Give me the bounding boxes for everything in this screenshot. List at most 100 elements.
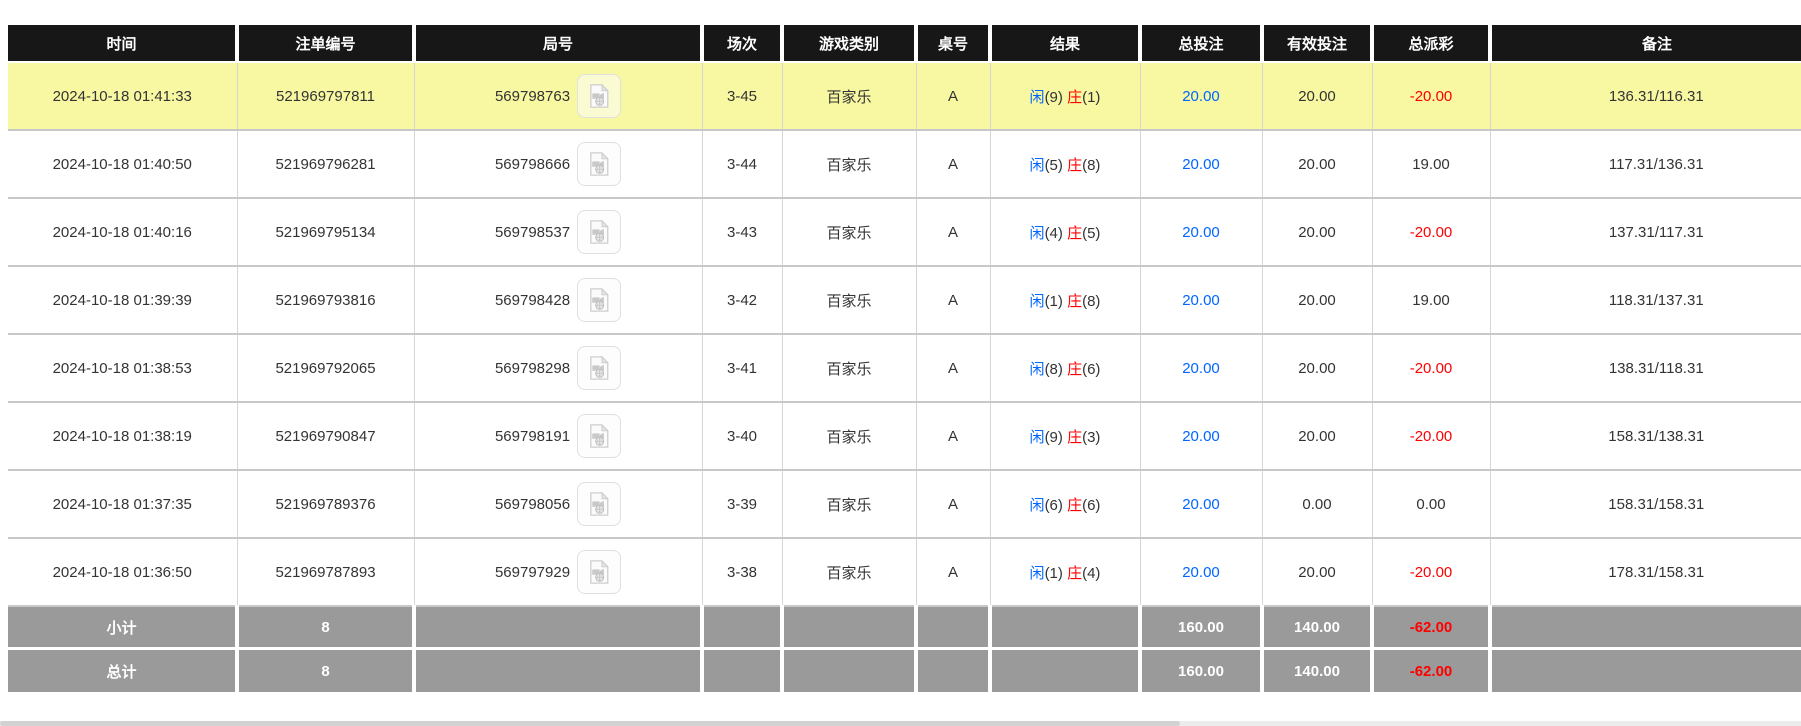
subtotal-label: 小计 [8,606,239,649]
cell-session: 3-41 [702,334,783,403]
cell-payout: -20.00 [1372,334,1491,403]
video-file-icon [590,355,609,380]
total-payout: -62.00 [1372,647,1492,692]
result-banker-score: (6) [1082,496,1101,514]
col-header-time: 时间 [8,25,239,63]
result-player-label: 闲 [1029,564,1045,582]
video-replay-button[interactable] [577,550,622,594]
cell-result: 闲(1) 庄(4) [990,538,1141,607]
col-header-remark: 备注 [1490,25,1801,63]
col-header-round-id: 局号 [414,25,704,63]
cell-table-no: A [916,62,991,131]
cell-table-no: A [916,538,991,607]
cell-remark: 117.31/136.31 [1490,130,1801,199]
result-player-score: (6) [1044,496,1063,514]
round-number: 569797929 [494,563,571,581]
subtotal-valid-bet: 140.00 [1262,606,1374,649]
subtotal-count: 8 [237,606,416,649]
cell-round-id: 569798428 [414,266,703,335]
result-banker-score: (5) [1082,224,1101,242]
cell-total-bet: 20.00 [1140,130,1263,199]
cell-session: 3-40 [702,402,783,471]
result-banker-label: 庄 [1067,496,1083,514]
cell-remark: 137.31/117.31 [1490,198,1801,267]
total-count: 8 [237,647,416,692]
cell-payout: -20.00 [1372,62,1491,131]
cell-bet-id: 521969787893 [237,538,415,607]
result-player-label: 闲 [1029,156,1045,174]
video-file-icon [590,491,609,516]
cell-game-type: 百家乐 [782,334,917,403]
col-header-valid-bet: 有效投注 [1262,25,1374,63]
horizontal-scrollbar[interactable] [0,721,1801,726]
result-player-score: (8) [1044,360,1063,378]
cell-table-no: A [916,402,991,471]
total-total-bet: 160.00 [1140,647,1264,692]
video-replay-button[interactable] [577,278,622,322]
subtotal-row: 小计 8 160.00 140.00 -62.00 [8,606,1801,649]
result-banker-label: 庄 [1067,156,1083,174]
cell-time: 2024-10-18 01:38:53 [8,334,238,403]
table-header: 时间 注单编号 局号 场次 游戏类别 桌号 结果 总投注 有效投注 总派彩 备注 [8,25,1801,63]
cell-result: 闲(9) 庄(1) [990,62,1141,131]
cell-game-type: 百家乐 [782,538,917,607]
video-replay-button[interactable] [577,414,622,458]
video-replay-button[interactable] [577,482,622,526]
cell-bet-id: 521969793816 [237,266,415,335]
cell-valid-bet: 20.00 [1262,402,1373,471]
video-replay-button[interactable] [577,346,622,390]
cell-round-id: 569798666 [414,130,703,199]
cell-game-type: 百家乐 [782,266,917,335]
cell-game-type: 百家乐 [782,198,917,267]
cell-valid-bet: 20.00 [1262,266,1373,335]
video-replay-button[interactable] [577,74,622,118]
cell-game-type: 百家乐 [782,130,917,199]
cell-game-type: 百家乐 [782,62,917,131]
table-row: 2024-10-18 01:37:35 521969789376 5697980… [8,470,1801,539]
subtotal-payout: -62.00 [1372,606,1492,649]
video-file-icon [590,83,609,108]
result-player-label: 闲 [1029,360,1045,378]
cell-round-id: 569797929 [414,538,703,607]
col-header-bet-id: 注单编号 [237,25,416,63]
cell-bet-id: 521969789376 [237,470,415,539]
col-header-total-bet: 总投注 [1140,25,1264,63]
cell-payout: -20.00 [1372,402,1491,471]
cell-payout: -20.00 [1372,198,1491,267]
cell-total-bet: 20.00 [1140,334,1263,403]
cell-session: 3-38 [702,538,783,607]
cell-remark: 178.31/158.31 [1490,538,1801,607]
cell-time: 2024-10-18 01:38:19 [8,402,238,471]
col-header-table-no: 桌号 [916,25,992,63]
horizontal-scrollbar-thumb[interactable] [0,721,1180,726]
cell-total-bet: 20.00 [1140,198,1263,267]
cell-bet-id: 521969797811 [237,62,415,131]
video-file-icon [590,287,609,312]
cell-valid-bet: 0.00 [1262,470,1373,539]
cell-valid-bet: 20.00 [1262,130,1373,199]
cell-time: 2024-10-18 01:39:39 [8,266,238,335]
cell-result: 闲(5) 庄(8) [990,130,1141,199]
cell-remark: 118.31/137.31 [1490,266,1801,335]
result-player-score: (1) [1044,292,1063,310]
cell-payout: -20.00 [1372,538,1491,607]
result-banker-label: 庄 [1067,224,1083,242]
cell-remark: 158.31/158.31 [1490,470,1801,539]
cell-result: 闲(1) 庄(8) [990,266,1141,335]
col-header-game-type: 游戏类别 [782,25,918,63]
total-valid-bet: 140.00 [1262,647,1374,692]
bet-history-table-wrap: 时间 注单编号 局号 场次 游戏类别 桌号 结果 总投注 有效投注 总派彩 备注… [8,25,1801,692]
result-player-score: (4) [1044,224,1063,242]
total-label: 总计 [8,647,239,692]
cell-time: 2024-10-18 01:36:50 [8,538,238,607]
cell-result: 闲(9) 庄(3) [990,402,1141,471]
result-banker-label: 庄 [1067,564,1083,582]
round-number: 569798056 [494,495,571,513]
cell-result: 闲(8) 庄(6) [990,334,1141,403]
round-number: 569798666 [494,155,571,173]
video-replay-button[interactable] [577,210,622,254]
cell-valid-bet: 20.00 [1262,198,1373,267]
video-replay-button[interactable] [577,142,622,186]
table-row: 2024-10-18 01:41:33 521969797811 5697987… [8,62,1801,131]
table-row: 2024-10-18 01:40:50 521969796281 5697986… [8,130,1801,199]
